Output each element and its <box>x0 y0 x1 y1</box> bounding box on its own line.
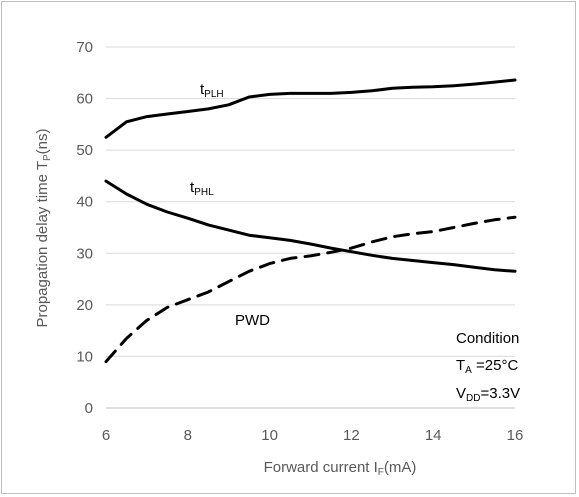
y-axis-label: Propagation delay time TP(ns) <box>34 128 53 327</box>
x-tick-label: 6 <box>102 427 110 444</box>
y-tick-label: 40 <box>76 194 93 211</box>
y-tick-label: 30 <box>76 245 93 262</box>
series-line-tphl <box>104 179 517 273</box>
x-axis-label: Forward current IF(mA) <box>264 459 417 478</box>
series-lines <box>104 78 517 364</box>
series-label-tplh: tPLH <box>200 81 224 100</box>
series-label-pwd: PWD <box>235 312 270 329</box>
series-line-tplh <box>104 78 517 139</box>
y-tick-label: 20 <box>76 297 93 314</box>
x-tick-label: 12 <box>343 427 360 444</box>
gridlines <box>106 46 515 409</box>
tick-labels: 0 10 20 30 40 50 60 70 6 8 10 12 14 16 <box>76 39 523 444</box>
condition-ta: TA =25°C <box>456 357 518 376</box>
x-tick-label: 16 <box>507 427 524 444</box>
y-tick-label: 60 <box>76 91 93 108</box>
series-line-pwd <box>104 215 517 364</box>
x-tick-label: 14 <box>425 427 442 444</box>
series-label-tphl: tPHL <box>190 179 214 198</box>
y-tick-label: 70 <box>76 39 93 56</box>
condition-vdd: VDD=3.3V <box>456 385 520 404</box>
condition-title: Condition <box>456 330 519 347</box>
x-tick-label: 8 <box>184 427 192 444</box>
y-tick-label: 10 <box>76 348 93 365</box>
y-tick-label: 0 <box>85 400 93 417</box>
x-tick-label: 10 <box>261 427 278 444</box>
y-tick-label: 50 <box>76 142 93 159</box>
